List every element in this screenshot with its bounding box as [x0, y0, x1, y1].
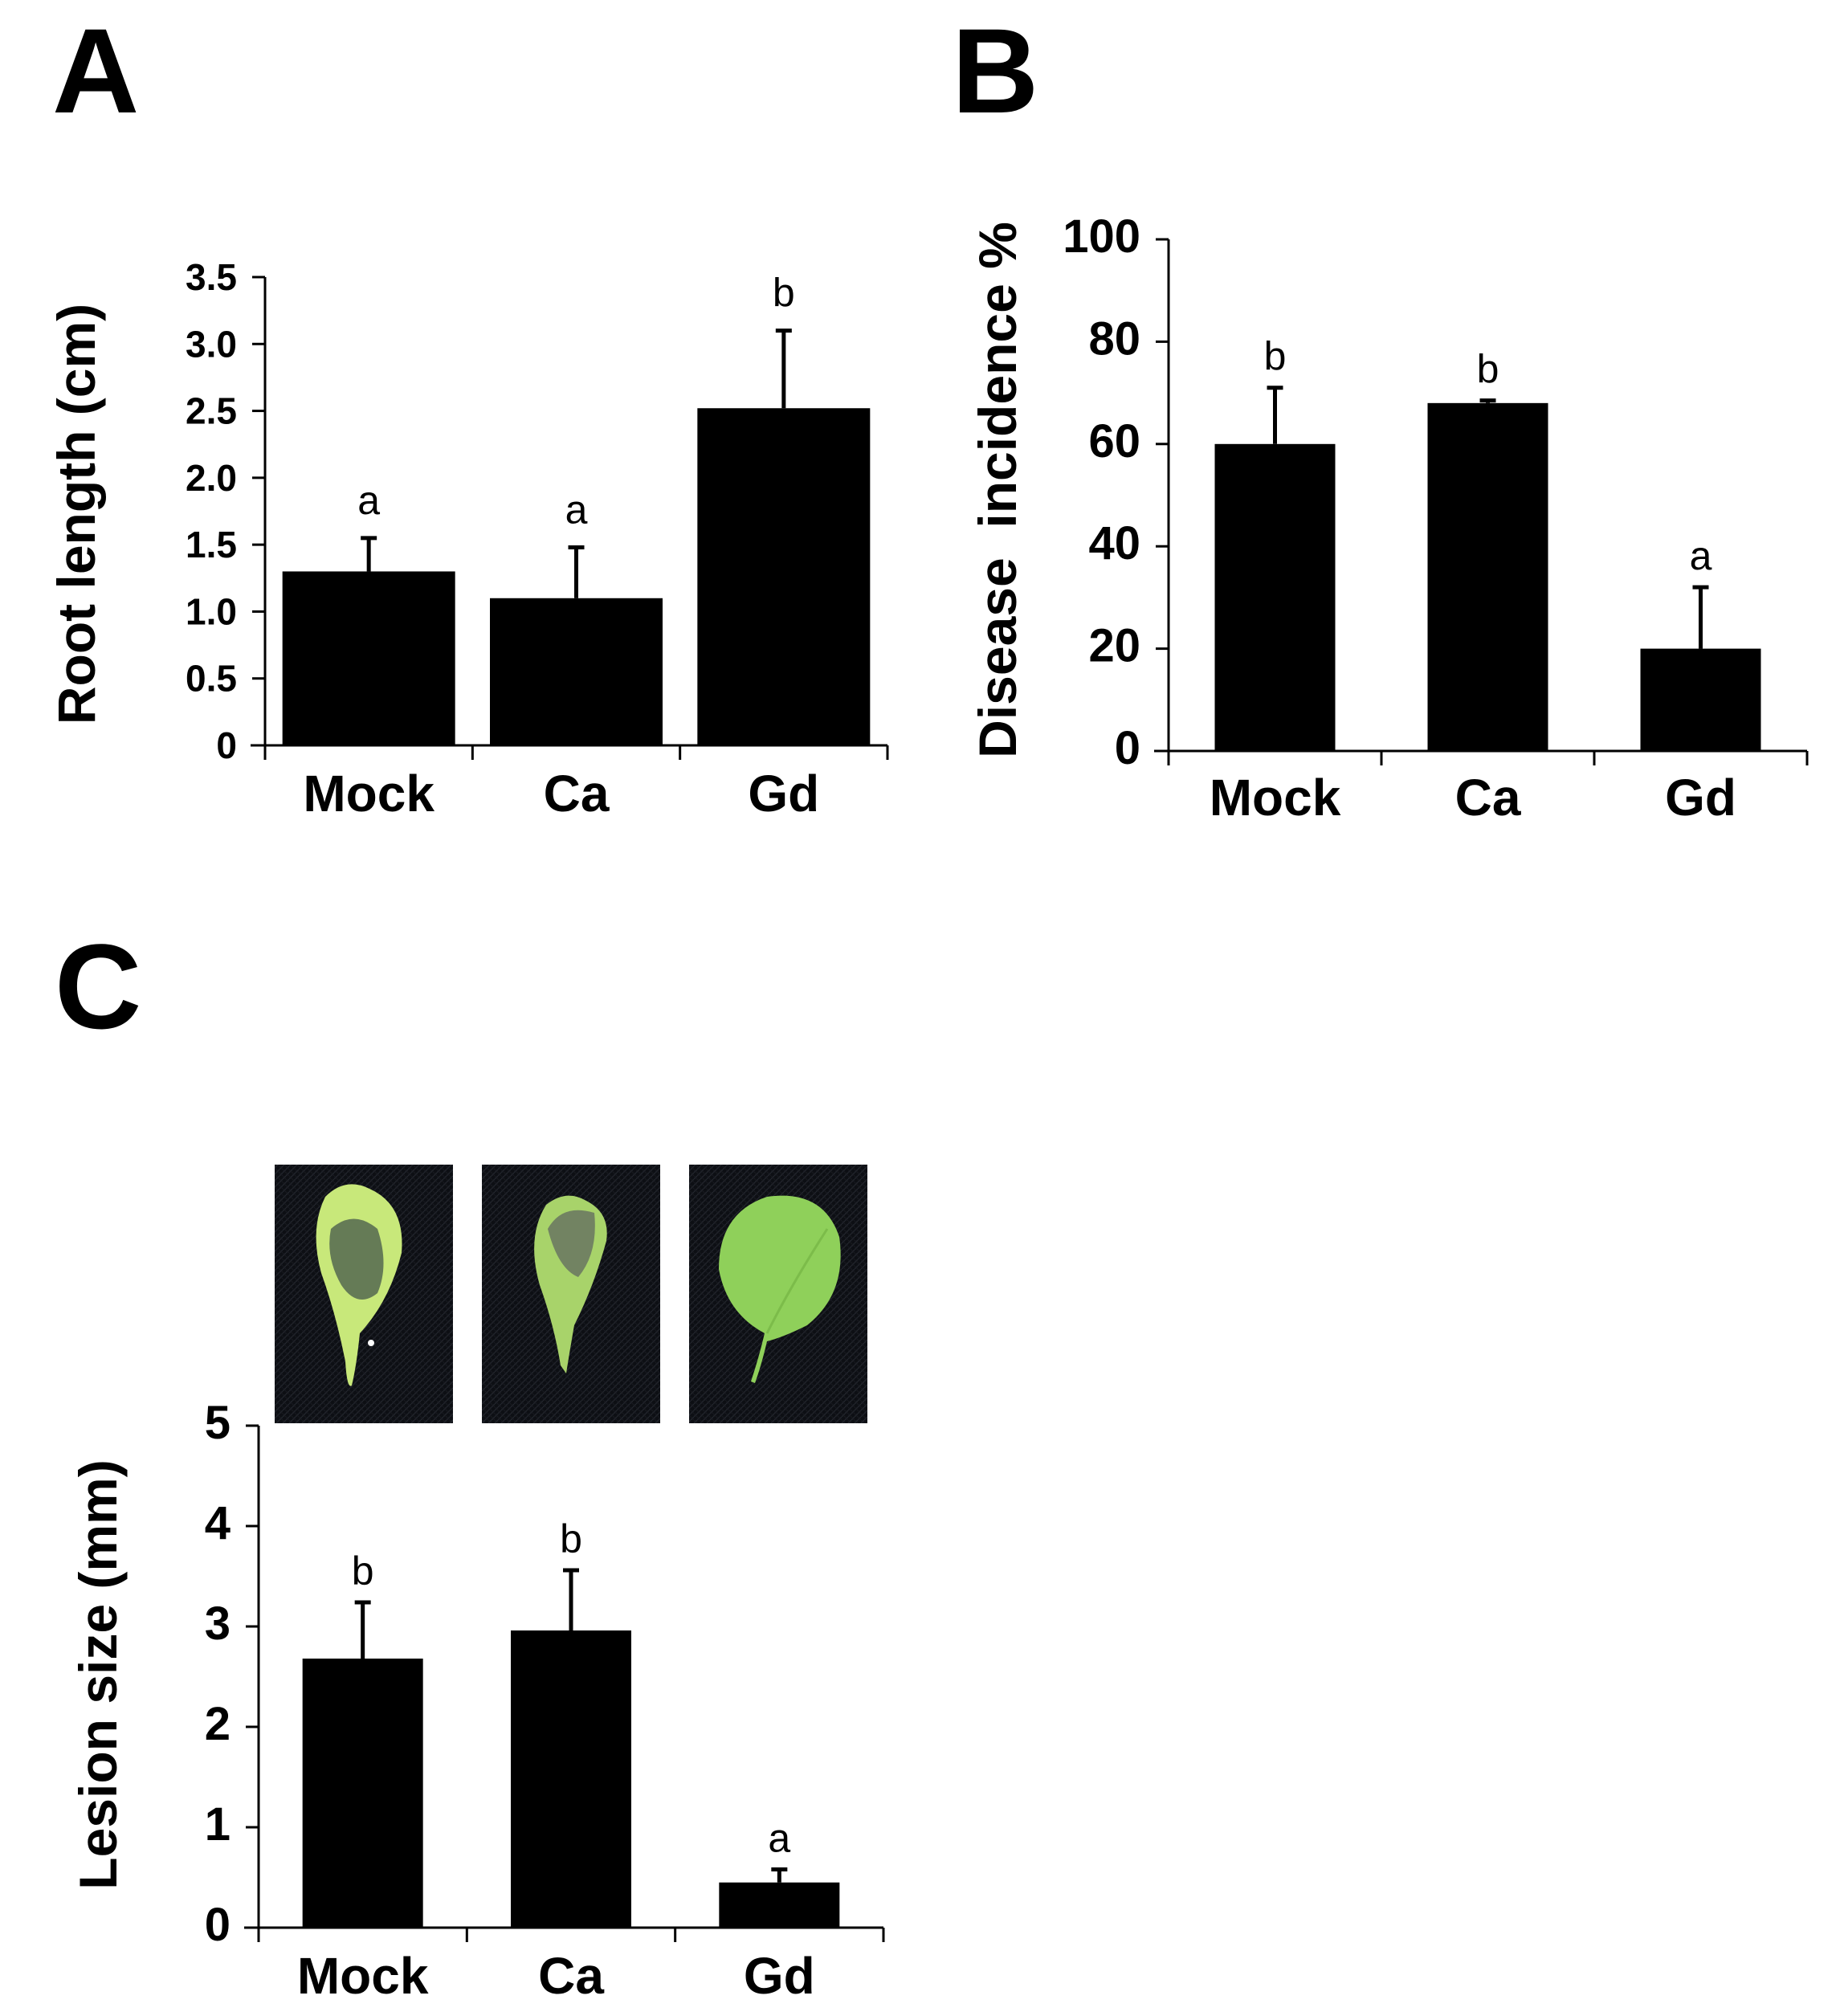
y-tick-label: 3: [205, 1598, 231, 1650]
leaf-photo-ca: [482, 1165, 660, 1423]
bar-mock: [302, 1659, 423, 1928]
significance-label: b: [560, 1516, 582, 1561]
significance-label: b: [1477, 347, 1499, 392]
leaf-photo-gd: [689, 1165, 867, 1423]
y-tick-label: 0: [205, 1899, 231, 1951]
bar-mock: [1214, 443, 1336, 751]
y-tick-label: 20: [1088, 620, 1140, 672]
y-tick-label: 2: [205, 1698, 231, 1750]
x-tick-label: Ca: [538, 1947, 604, 2005]
leaf-photo-mock: [275, 1165, 453, 1423]
significance-label: b: [352, 1549, 374, 1594]
x-tick-label: Gd: [1665, 769, 1736, 826]
y-tick-label: 100: [1063, 210, 1140, 263]
chart-c-lesion-size: 0 1 2 3 4 5 b Mock b Ca a Gd Lesion size (mm): [68, 1397, 885, 2005]
x-tick-label: Mock: [1210, 769, 1341, 826]
x-tick-label: Gd: [744, 1947, 815, 2005]
bar-gd: [719, 1882, 840, 1928]
bar-gd: [697, 408, 871, 745]
y-tick-label: 0: [1115, 722, 1140, 774]
diseased-leaf-mock-icon: [316, 1184, 402, 1386]
significance-label: a: [768, 1816, 790, 1861]
panel-label-a: A: [52, 3, 139, 138]
y-tick-label: 4: [205, 1497, 231, 1549]
y-tick-label: 60: [1088, 415, 1140, 467]
y-axis-label-c: Lesion size (mm): [68, 1459, 128, 1889]
y-tick-label: 1.0: [186, 590, 237, 632]
y-tick-label: 5: [205, 1397, 231, 1449]
significance-label: b: [773, 271, 795, 316]
x-tick-label: Ca: [544, 765, 610, 822]
y-tick-label: 0: [216, 724, 237, 766]
y-tick-label: 1.5: [186, 524, 237, 565]
y-tick-label: 80: [1088, 312, 1140, 365]
y-tick-label: 3.0: [186, 323, 237, 365]
y-axis-label-a: Root length (cm): [47, 304, 106, 724]
y-tick-label: 2.0: [186, 457, 237, 499]
x-tick-label: Gd: [748, 765, 819, 822]
x-tick-label: Mock: [303, 765, 435, 822]
chart-b-disease-incidence: 0 20 40 60 80 100 b Mock b Ca a Gd Disease incidence…: [968, 210, 1809, 826]
x-tick-label: Ca: [1455, 769, 1521, 826]
panel-label-c: C: [55, 919, 141, 1054]
bar-gd: [1640, 648, 1761, 751]
significance-label: b: [1264, 334, 1287, 379]
significance-label: a: [1690, 533, 1712, 578]
panel-label-b: B: [952, 3, 1038, 138]
y-tick-label: 3.5: [186, 256, 237, 298]
bar-mock: [282, 571, 455, 745]
y-axis-label-b: Disease incidence %: [968, 222, 1027, 758]
diseased-leaf-ca-icon: [534, 1195, 607, 1373]
y-tick-label: 1: [205, 1798, 231, 1851]
significance-label: a: [357, 478, 380, 523]
healthy-leaf-gd-icon: [719, 1195, 841, 1383]
y-tick-label: 40: [1088, 517, 1140, 569]
y-tick-label: 2.5: [186, 390, 237, 432]
bar-ca: [511, 1630, 631, 1928]
chart-a-root-length: 0 0.5 1.0 1.5 2.0 2.5 3.0 3.5 a Mock a Ca b Gd Root le…: [47, 256, 889, 822]
bar-ca: [1427, 402, 1548, 751]
x-tick-label: Mock: [297, 1947, 429, 2005]
significance-label: a: [565, 487, 588, 532]
y-tick-label: 0.5: [186, 658, 237, 700]
bar-ca: [490, 598, 663, 745]
